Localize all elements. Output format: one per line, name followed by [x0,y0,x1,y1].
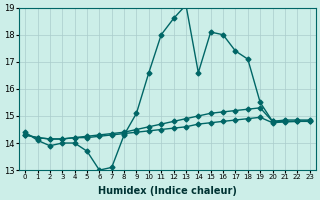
X-axis label: Humidex (Indice chaleur): Humidex (Indice chaleur) [98,186,237,196]
